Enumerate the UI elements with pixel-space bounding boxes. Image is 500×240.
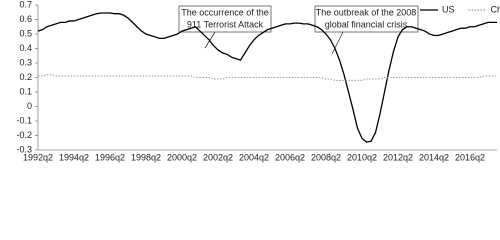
x-tick-label: 2014q2 (419, 152, 449, 162)
y-tick-label: 0.4 (19, 43, 32, 53)
annotation-text: 911 Terrorist Attack (187, 19, 264, 29)
y-tick-label: 0.5 (19, 28, 32, 38)
annotation-arrow (204, 31, 216, 49)
x-tick-label: 2004q2 (239, 152, 269, 162)
annotation-text: The outbreak of the 2008 (316, 7, 417, 17)
x-tick-label: 2006q2 (275, 152, 305, 162)
line-series (38, 74, 497, 81)
x-tick-label: 2012q2 (383, 152, 413, 162)
y-tick-label: -0.1 (16, 115, 32, 125)
x-tick-label: 2016q2 (455, 152, 485, 162)
x-tick-label: 1992q2 (23, 152, 53, 162)
annotation-text: The occurrence of the (181, 7, 269, 17)
y-tick-label: -0.3 (16, 144, 32, 154)
annotation-text: global financial crisis (325, 19, 408, 29)
x-tick-label: 1998q2 (131, 152, 161, 162)
annotation-arrow (331, 31, 344, 55)
y-tick-label: 0.6 (19, 14, 32, 24)
y-tick-label: 0.3 (19, 57, 32, 67)
y-tick-label: 0.2 (19, 72, 32, 82)
y-tick-label: 0 (27, 101, 32, 111)
x-tick-label: 2010q2 (347, 152, 377, 162)
line-series (37, 12, 497, 143)
x-tick-label: 2000q2 (167, 152, 197, 162)
x-tick-label: 1994q2 (59, 152, 89, 162)
x-tick-label: 2008q2 (311, 152, 341, 162)
annotation-box (314, 5, 419, 33)
y-tick-label: 0.7 (19, 0, 32, 9)
chart: The occurrence of the 911 Terrorist Atta… (16, 0, 500, 162)
y-tick-label: 0.1 (19, 86, 32, 96)
legend-label: China (491, 4, 500, 14)
y-tick-label: -0.2 (16, 130, 32, 140)
legend-label: US (442, 4, 455, 14)
x-tick-label: 1996q2 (95, 152, 125, 162)
x-tick-label: 2002q2 (203, 152, 233, 162)
